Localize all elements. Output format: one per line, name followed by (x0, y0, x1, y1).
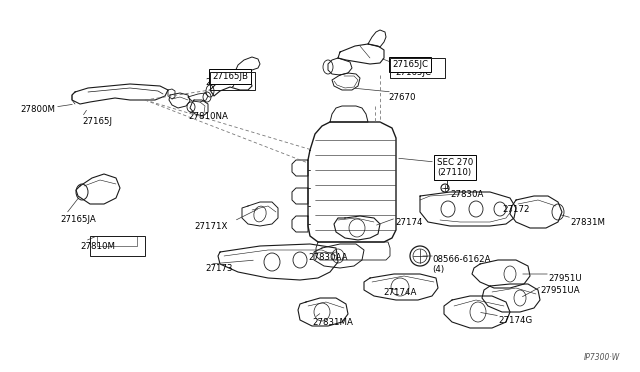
Text: 08566-6162A: 08566-6162A (432, 255, 490, 264)
Text: 27165JC: 27165JC (392, 60, 428, 69)
Text: (4): (4) (432, 265, 444, 274)
Text: 27951U: 27951U (548, 274, 582, 283)
Text: 27165JB: 27165JB (205, 78, 241, 87)
Text: 27165JA: 27165JA (60, 215, 96, 224)
Text: IP7300·W: IP7300·W (584, 353, 620, 362)
Text: 27171X: 27171X (195, 222, 228, 231)
Text: 27174G: 27174G (498, 316, 532, 325)
Text: 27831M: 27831M (570, 218, 605, 227)
Text: 27831MA: 27831MA (312, 318, 353, 327)
Text: 27810M: 27810M (80, 242, 115, 251)
Text: 27830AA: 27830AA (308, 253, 348, 262)
Text: 27173: 27173 (205, 264, 232, 273)
Text: 27810NA: 27810NA (188, 112, 228, 121)
Text: 27174: 27174 (395, 218, 422, 227)
Text: 27800M: 27800M (20, 105, 55, 114)
Bar (210, 72, 255, 90)
Bar (97, 236, 137, 246)
Text: SEC 270
(27110): SEC 270 (27110) (437, 158, 473, 177)
Text: 27165J: 27165J (82, 117, 112, 126)
Text: (27110): (27110) (437, 171, 471, 180)
Text: 27174A: 27174A (383, 288, 417, 297)
Text: 27172: 27172 (502, 205, 529, 214)
Text: 27951UA: 27951UA (540, 286, 580, 295)
Text: 27165JB: 27165JB (212, 72, 248, 81)
Text: SEC.270: SEC.270 (437, 160, 473, 169)
Text: 27830A: 27830A (450, 190, 483, 199)
Bar (90, 236, 145, 256)
Bar (390, 58, 445, 78)
Text: 27670: 27670 (388, 93, 415, 102)
Text: 27165JC: 27165JC (395, 68, 431, 77)
